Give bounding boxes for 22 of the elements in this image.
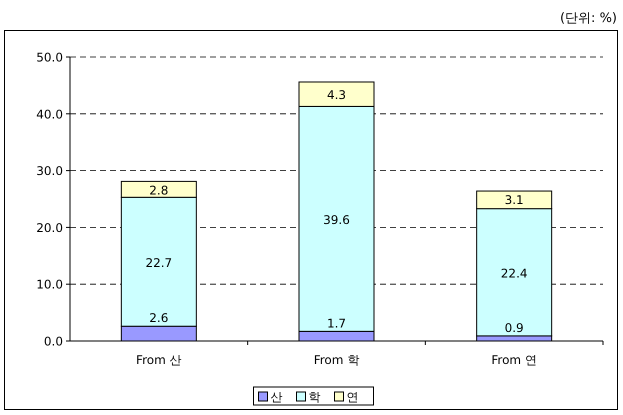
y-tick-label: 40.0: [36, 107, 63, 122]
data-label: 1.7: [326, 316, 346, 330]
x-tick-label: From 산: [136, 353, 182, 367]
y-tick-label: 50.0: [36, 50, 63, 64]
y-tick-label: 30.0: [36, 164, 63, 178]
data-label: 2.6: [149, 311, 168, 326]
annotation: (단위: %): [560, 11, 617, 26]
legend-label: 연: [346, 390, 358, 404]
x-tick-label: From 학: [314, 353, 360, 367]
legend-label: 학: [308, 390, 320, 404]
data-label: 39.6: [323, 212, 350, 227]
data-label: 3.1: [504, 193, 524, 208]
data-label: 22.4: [500, 266, 528, 280]
data-label: 22.7: [145, 256, 172, 270]
data-label: 0.9: [504, 320, 524, 335]
y-tick-label: 10.0: [36, 278, 63, 292]
data-label: 2.8: [149, 183, 168, 198]
x-tick-label: From 연: [491, 353, 537, 367]
y-tick-label: 0.0: [44, 334, 63, 348]
y-tick-label: 20.0: [36, 220, 63, 235]
legend-label: 산: [270, 390, 282, 404]
data-label: 4.3: [326, 88, 346, 102]
